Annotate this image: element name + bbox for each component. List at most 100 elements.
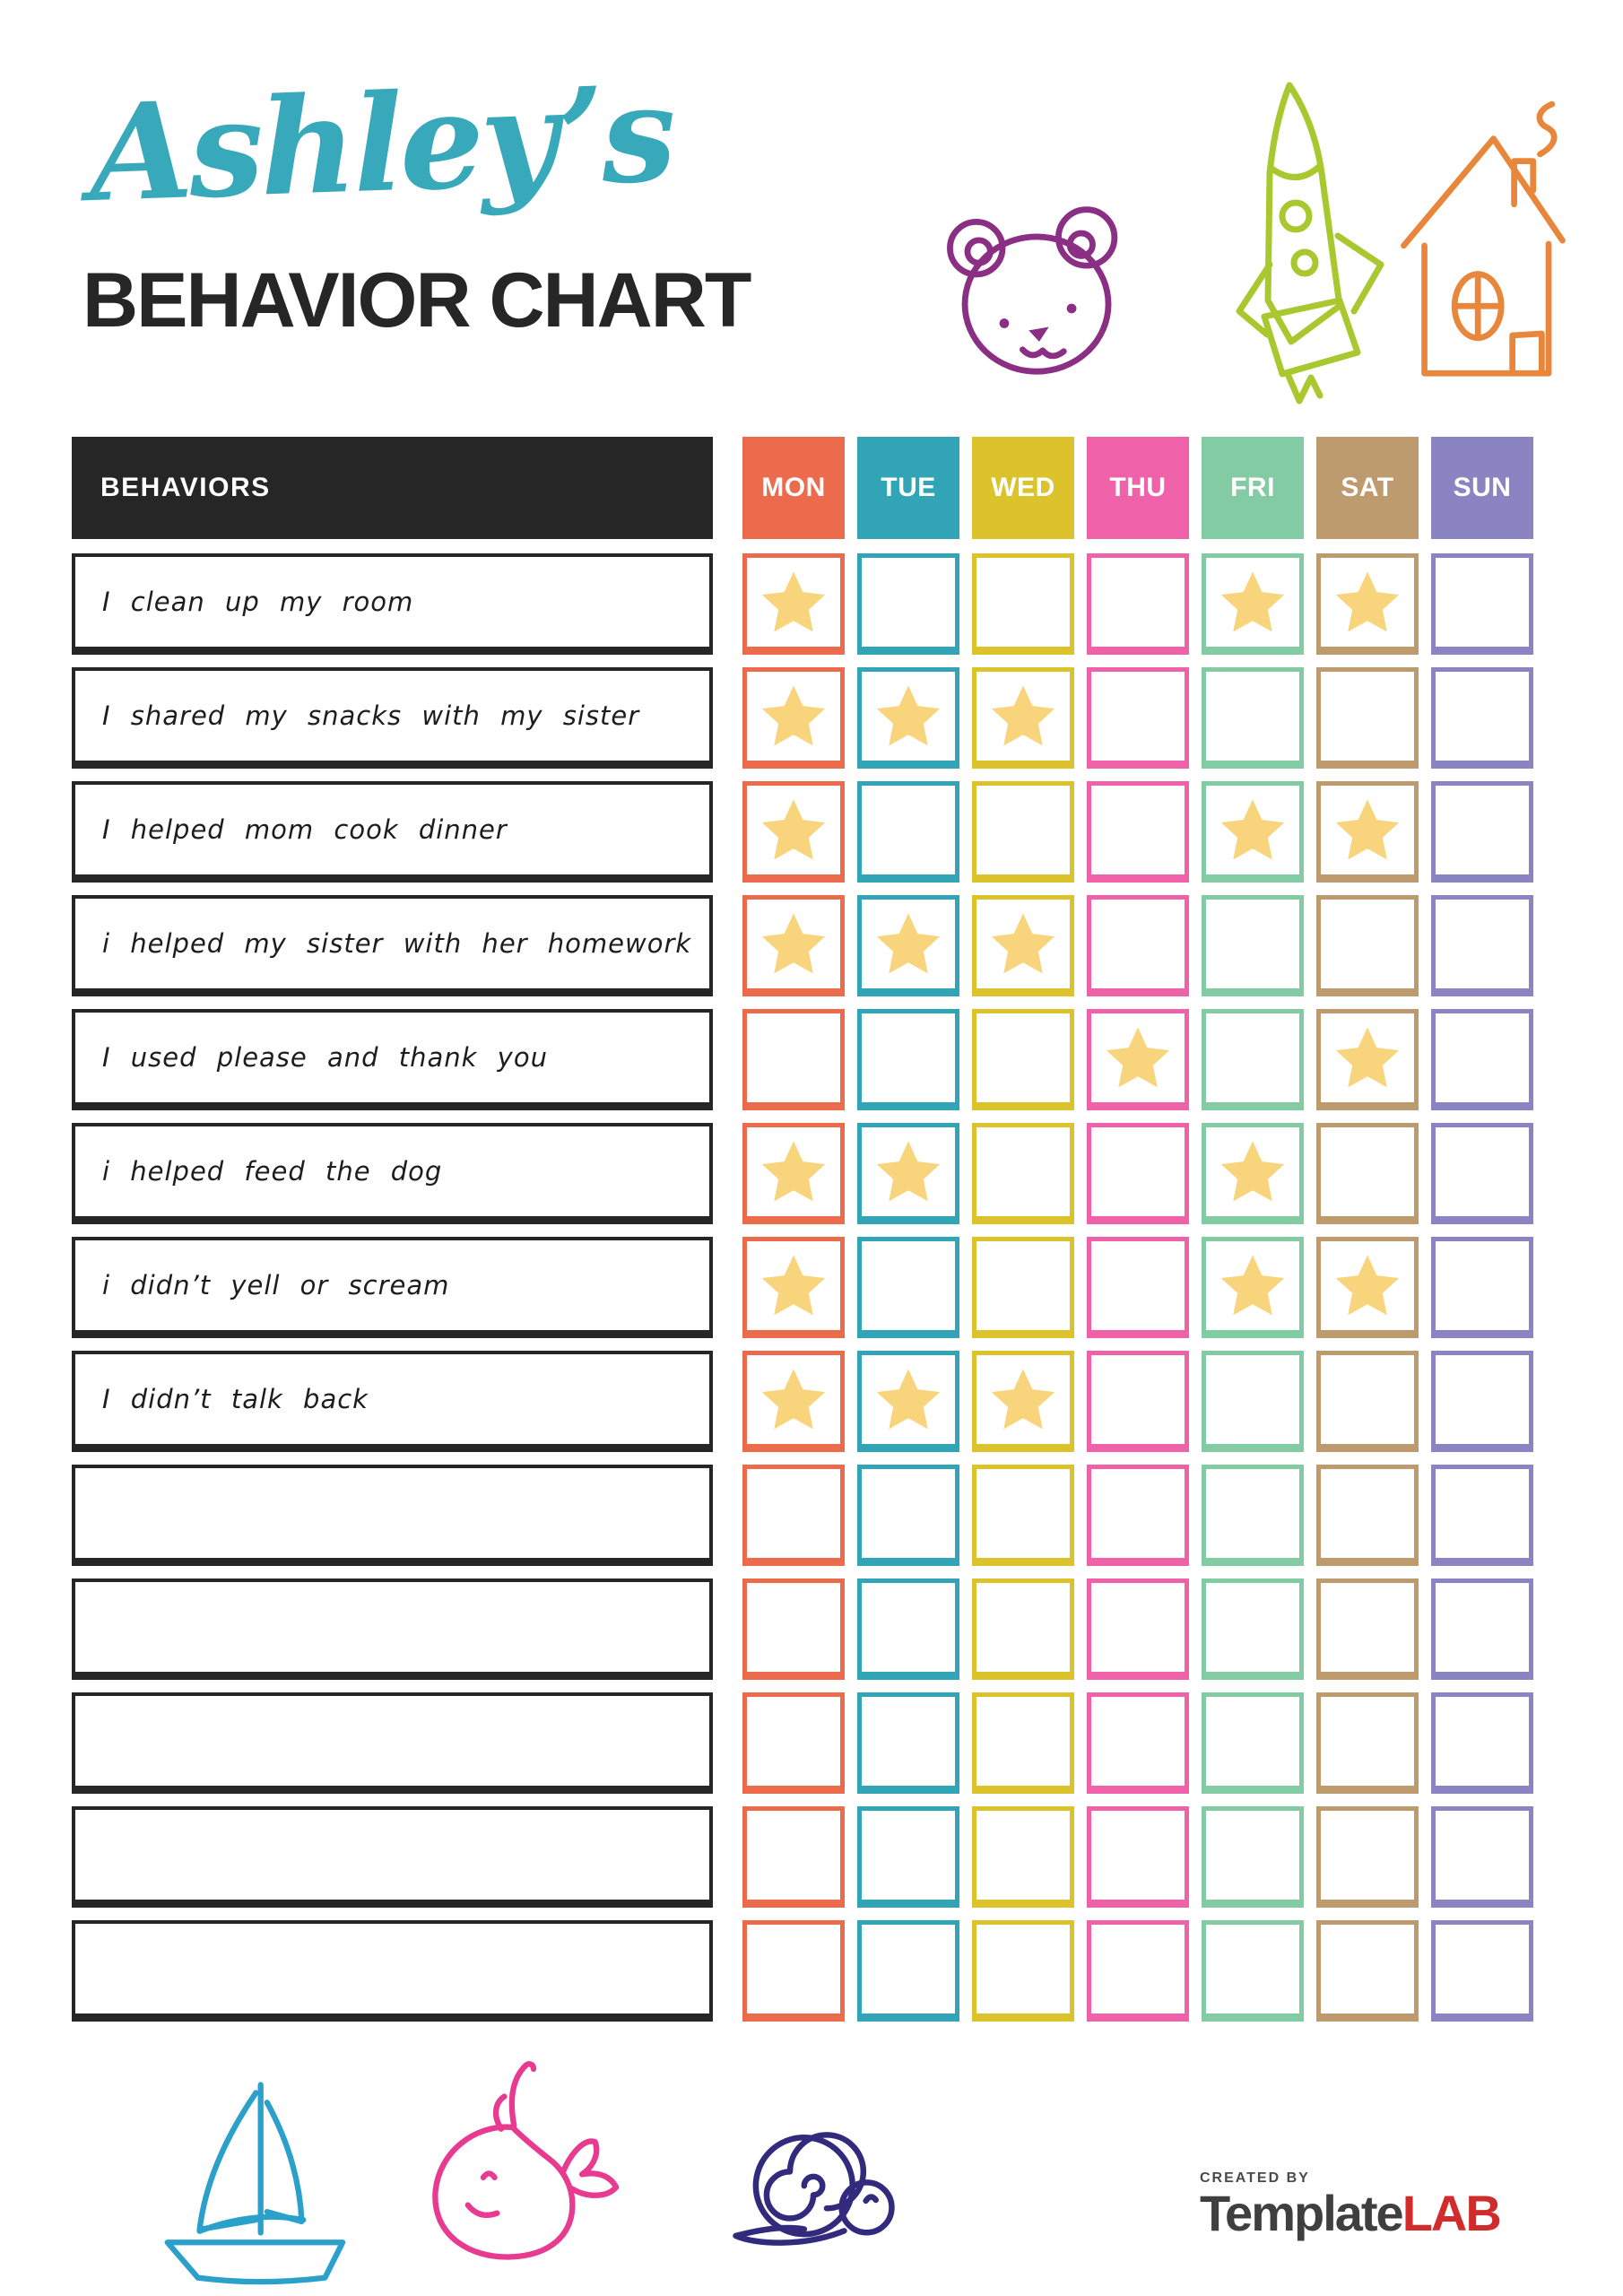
- day-header-sun: SUN: [1431, 437, 1533, 539]
- chart-cell-mon-row8: [742, 1351, 845, 1452]
- chart-row-5: I used please and thank you: [72, 1009, 1533, 1110]
- chart-cell-thu-row2: [1087, 667, 1189, 769]
- chart-cell-sat-row7: [1316, 1237, 1419, 1338]
- chart-cell-tue-row9: [857, 1465, 959, 1566]
- star-icon: [1220, 1141, 1285, 1202]
- sailboat-icon: [124, 2074, 393, 2291]
- chart-cell-sun-row9: [1431, 1465, 1533, 1566]
- chart-row-3: I helped mom cook dinner: [72, 781, 1533, 883]
- chart-cell-tue-row12: [857, 1806, 959, 1908]
- chart-cell-fri-row10: [1202, 1578, 1304, 1680]
- chart-cell-thu-row5: [1087, 1009, 1189, 1110]
- chart-row-8: I didn’t talk back: [72, 1351, 1533, 1452]
- star-icon: [1220, 799, 1285, 860]
- chart-cell-fri-row8: [1202, 1351, 1304, 1452]
- chart-cell-fri-row4: [1202, 895, 1304, 996]
- chart-cell-mon-row13: [742, 1920, 845, 2022]
- day-header-tue: TUE: [857, 437, 959, 539]
- star-icon: [761, 913, 826, 974]
- chart-row-13: [72, 1920, 1533, 2022]
- day-header-label: SAT: [1341, 473, 1394, 502]
- day-header-thu: THU: [1087, 437, 1189, 539]
- chart-cell-wed-row5: [972, 1009, 1074, 1110]
- star-icon: [1335, 1255, 1400, 1316]
- logo-brand-primary: Template: [1200, 2185, 1404, 2241]
- chart-cell-sun-row5: [1431, 1009, 1533, 1110]
- chart-cell-wed-row1: [972, 553, 1074, 655]
- behavior-label-box: [72, 1692, 713, 1794]
- chart-cell-tue-row11: [857, 1692, 959, 1794]
- chart-cell-sat-row10: [1316, 1578, 1419, 1680]
- star-icon: [991, 913, 1055, 974]
- chart-row-12: [72, 1806, 1533, 1908]
- day-header-label: MON: [761, 473, 826, 502]
- chart-cell-tue-row2: [857, 667, 959, 769]
- chart-rows: I clean up my room I shared my snacks wit…: [72, 553, 1533, 2022]
- chart-cell-sun-row8: [1431, 1351, 1533, 1452]
- star-icon: [1220, 571, 1285, 632]
- chart-cell-wed-row12: [972, 1806, 1074, 1908]
- chart-cell-fri-row6: [1202, 1123, 1304, 1224]
- chart-cell-sun-row1: [1431, 553, 1533, 655]
- star-icon: [1335, 571, 1400, 632]
- star-icon: [876, 685, 941, 746]
- chart-cell-sat-row13: [1316, 1920, 1419, 2022]
- chart-cell-sat-row3: [1316, 781, 1419, 883]
- page-title: BEHAVIOR CHART: [82, 257, 751, 344]
- behavior-label-box: [72, 1578, 713, 1680]
- chart-cell-thu-row8: [1087, 1351, 1189, 1452]
- chart-cell-fri-row2: [1202, 667, 1304, 769]
- day-header-label: SUN: [1453, 473, 1512, 502]
- chart-cell-fri-row13: [1202, 1920, 1304, 2022]
- star-icon: [876, 1141, 941, 1202]
- star-icon: [1220, 1255, 1285, 1316]
- chart-cell-thu-row11: [1087, 1692, 1189, 1794]
- logo-brand-text: TemplateLAB: [1200, 2185, 1502, 2241]
- behavior-text: I helped mom cook dinner: [102, 814, 508, 845]
- behavior-text: I shared my snacks with my sister: [102, 700, 640, 731]
- day-header-label: TUE: [881, 473, 936, 502]
- chart-row-2: I shared my snacks with my sister: [72, 667, 1533, 769]
- chart-cell-sun-row12: [1431, 1806, 1533, 1908]
- chart-cell-mon-row11: [742, 1692, 845, 1794]
- day-header-label: WED: [991, 473, 1055, 502]
- day-header-wed: WED: [972, 437, 1074, 539]
- chart-cell-sat-row6: [1316, 1123, 1419, 1224]
- day-header-label: FRI: [1230, 473, 1275, 502]
- chart-cell-sun-row3: [1431, 781, 1533, 883]
- star-icon: [761, 685, 826, 746]
- star-icon: [991, 685, 1055, 746]
- chart-cell-sat-row12: [1316, 1806, 1419, 1908]
- chart-cell-tue-row4: [857, 895, 959, 996]
- chart-cell-wed-row13: [972, 1920, 1074, 2022]
- chart-cell-wed-row7: [972, 1237, 1074, 1338]
- chart-cell-mon-row7: [742, 1237, 845, 1338]
- behavior-text: i helped my sister with her homework: [102, 928, 692, 959]
- chart-cell-thu-row6: [1087, 1123, 1189, 1224]
- star-icon: [761, 1141, 826, 1202]
- logo-created-by: CREATED BY: [1200, 2170, 1310, 2186]
- chart-row-10: [72, 1578, 1533, 1680]
- behaviors-column-header: BEHAVIORS: [72, 437, 713, 539]
- day-header-fri: FRI: [1202, 437, 1304, 539]
- chart-row-1: I clean up my room: [72, 553, 1533, 655]
- behavior-label-box: I shared my snacks with my sister: [72, 667, 713, 769]
- chart-cell-tue-row10: [857, 1578, 959, 1680]
- chart-cell-thu-row7: [1087, 1237, 1189, 1338]
- chart-cell-tue-row13: [857, 1920, 959, 2022]
- chart-cell-sun-row6: [1431, 1123, 1533, 1224]
- behavior-chart-table: BEHAVIORS MON TUE WED THU FRI SAT SUN I clean …: [72, 437, 1533, 2034]
- chart-cell-tue-row5: [857, 1009, 959, 1110]
- snail-icon: [660, 2104, 920, 2271]
- chart-cell-mon-row3: [742, 781, 845, 883]
- chart-cell-wed-row9: [972, 1465, 1074, 1566]
- behavior-label-box: I didn’t talk back: [72, 1351, 713, 1452]
- chart-header-row: BEHAVIORS MON TUE WED THU FRI SAT SUN: [72, 437, 1533, 539]
- behavior-label-box: i helped my sister with her homework: [72, 895, 713, 996]
- chart-cell-wed-row6: [972, 1123, 1074, 1224]
- star-icon: [1335, 799, 1400, 860]
- whale-icon: [391, 2052, 642, 2267]
- chart-cell-sat-row8: [1316, 1351, 1419, 1452]
- chart-cell-fri-row1: [1202, 553, 1304, 655]
- star-icon: [876, 1369, 941, 1430]
